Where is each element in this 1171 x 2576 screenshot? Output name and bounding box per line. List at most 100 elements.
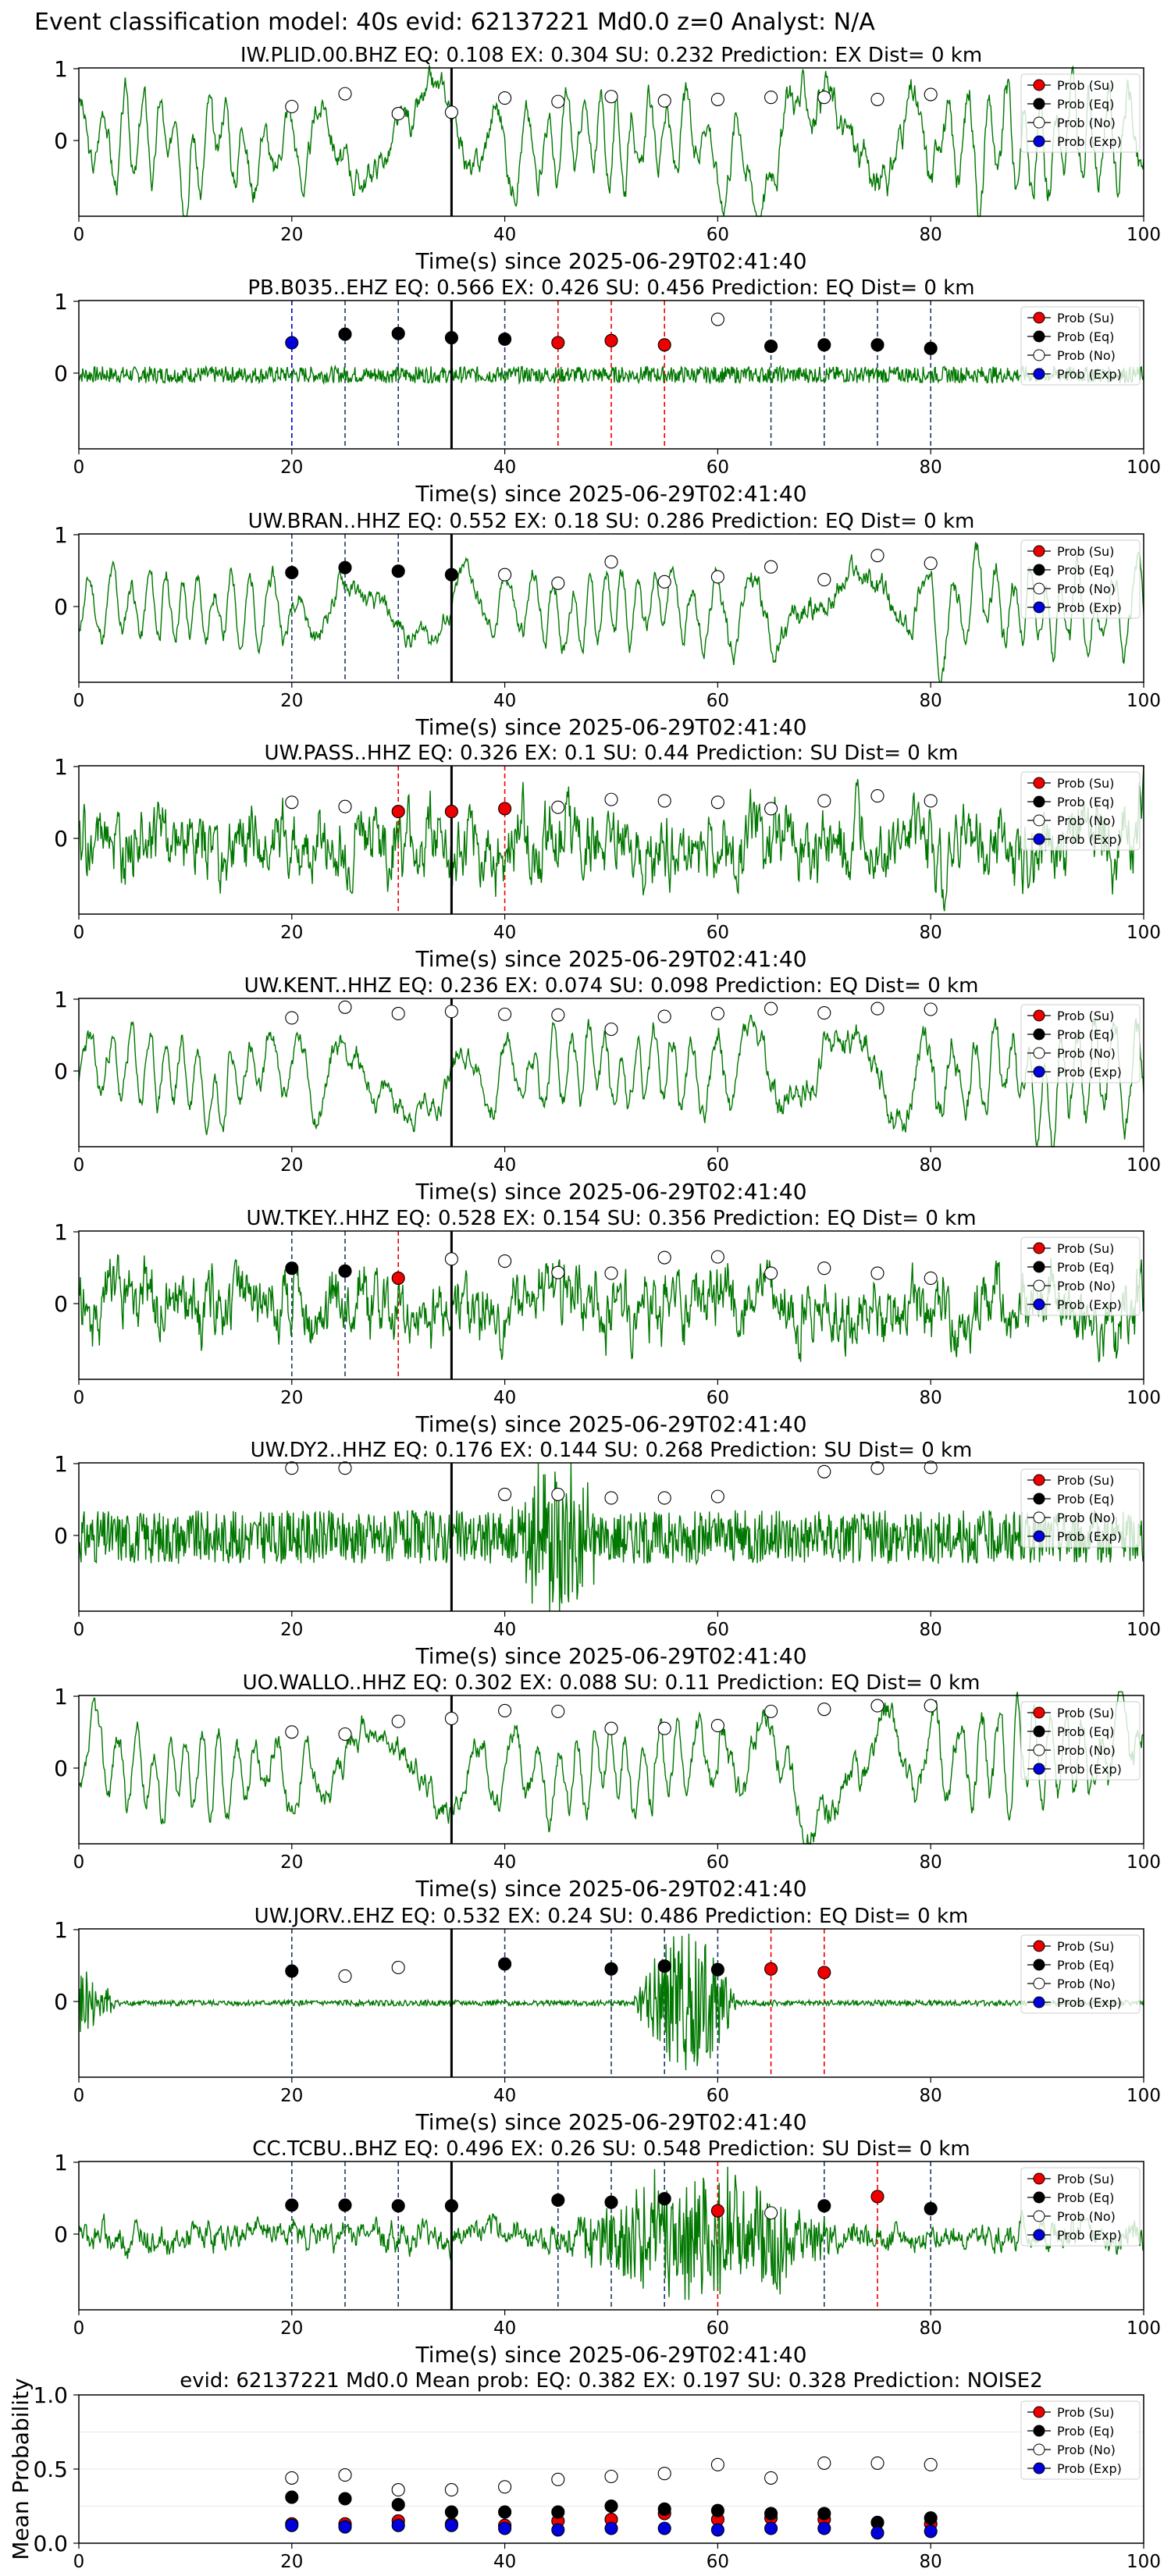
probability-point xyxy=(285,565,299,580)
x-tick-label: 0 xyxy=(73,2086,85,2106)
legend-label: Prob (No) xyxy=(1057,348,1116,363)
legend-marker xyxy=(1033,814,1045,827)
probability-point xyxy=(551,1265,565,1279)
x-tick-label: 0 xyxy=(73,1852,85,1873)
legend-marker xyxy=(1033,1261,1045,1273)
x-tick-label: 40 xyxy=(493,2086,516,2106)
legend-box xyxy=(1020,1701,1141,1781)
legend-label: Prob (Eq) xyxy=(1057,1027,1114,1042)
y-tick-label: 0 xyxy=(54,826,68,852)
x-tick-label: 20 xyxy=(280,457,303,478)
probability-point xyxy=(764,1266,778,1280)
probability-point xyxy=(764,1002,778,1016)
x-tick-label: 0 xyxy=(73,2318,85,2339)
x-axis-label: Time(s) since 2025-06-29T02:41:40 xyxy=(415,946,806,972)
legend-label: Prob (Su) xyxy=(1057,1939,1114,1954)
legend-label: Prob (Exp) xyxy=(1057,2228,1122,2243)
legend-marker xyxy=(1033,582,1045,595)
probability-point xyxy=(604,1721,618,1735)
station-panel: UW.JORV..EHZ EQ: 0.532 EX: 0.24 SU: 0.48… xyxy=(54,1905,1161,2135)
probability-point xyxy=(710,795,724,809)
x-tick-label: 40 xyxy=(493,457,516,478)
probability-point xyxy=(924,2201,938,2215)
probability-point xyxy=(498,1487,512,1501)
probability-point xyxy=(604,792,618,806)
legend-marker xyxy=(1033,1009,1045,1022)
x-tick-label: 40 xyxy=(493,923,516,943)
x-tick-label: 60 xyxy=(707,923,729,943)
mean-probability-point xyxy=(391,2518,405,2532)
panel-title: PB.B035..EHZ EQ: 0.566 EX: 0.426 SU: 0.4… xyxy=(247,276,974,300)
probability-point xyxy=(657,575,671,589)
mean-probability-point xyxy=(285,2471,299,2485)
station-panel: UW.KENT..HHZ EQ: 0.236 EX: 0.074 SU: 0.0… xyxy=(54,974,1161,1204)
axes-frame xyxy=(78,533,1144,683)
y-tick-label: 0 xyxy=(54,1756,68,1781)
x-tick-label: 60 xyxy=(707,1155,729,1176)
probability-point xyxy=(498,1703,512,1718)
legend-label: Prob (Su) xyxy=(1057,2172,1114,2186)
legend-marker xyxy=(1033,2425,1045,2437)
seismic-waveform xyxy=(78,65,1144,217)
probability-point xyxy=(285,1261,299,1276)
probability-point xyxy=(817,2199,831,2213)
x-tick-label: 60 xyxy=(707,1852,729,1873)
probability-point xyxy=(604,1491,618,1505)
legend-box xyxy=(1020,539,1141,619)
x-tick-label: 100 xyxy=(1127,1388,1161,1408)
probability-point xyxy=(498,1957,512,1971)
mean-probability-point xyxy=(870,2456,884,2470)
probability-point xyxy=(817,1966,831,1980)
mean-probability-point xyxy=(764,2507,778,2521)
probability-point xyxy=(604,1266,618,1280)
legend-label: Prob (Exp) xyxy=(1057,367,1122,382)
x-tick-label: 0 xyxy=(73,457,85,478)
probability-point xyxy=(924,794,938,808)
legend-marker xyxy=(1033,1977,1045,1990)
mean-probability-point xyxy=(444,2505,458,2519)
x-tick-label: 100 xyxy=(1127,2318,1161,2339)
probability-point xyxy=(444,805,458,819)
station-panel: IW.PLID.00.BHZ EQ: 0.108 EX: 0.304 SU: 0… xyxy=(54,44,1161,274)
legend-label: Prob (Exp) xyxy=(1057,1529,1122,1544)
x-tick-label: 0 xyxy=(73,1620,85,1640)
probability-point xyxy=(498,91,512,105)
probability-point xyxy=(764,1962,778,1976)
legend-marker xyxy=(1033,2462,1045,2475)
probability-point xyxy=(391,1714,405,1728)
probability-point xyxy=(444,1005,458,1019)
axes-frame xyxy=(78,765,1144,915)
legend-marker xyxy=(1033,601,1045,614)
y-tick-label: 0 xyxy=(54,594,68,620)
panel-title: UW.DY2..HHZ EQ: 0.176 EX: 0.144 SU: 0.26… xyxy=(251,1439,973,1462)
legend-label: Prob (Exp) xyxy=(1057,1762,1122,1777)
mean-probability-point xyxy=(657,2521,671,2535)
y-tick-label: 1 xyxy=(54,754,68,780)
x-tick-label: 100 xyxy=(1127,691,1161,711)
mean-probability-point xyxy=(604,2499,618,2514)
mean-probability-point xyxy=(551,2505,565,2519)
probability-point xyxy=(764,1704,778,1718)
probability-point xyxy=(444,331,458,345)
y-tick-label: 0 xyxy=(54,2222,68,2247)
y-tick-label: 1 xyxy=(54,1219,68,1245)
probability-point xyxy=(764,560,778,574)
legend-marker xyxy=(1033,2172,1045,2185)
probability-point xyxy=(870,789,884,803)
x-tick-label: 80 xyxy=(920,2086,942,2106)
probability-point xyxy=(657,2192,671,2206)
probability-point xyxy=(604,333,618,347)
x-tick-label: 80 xyxy=(920,1620,942,1640)
probability-point xyxy=(710,312,724,326)
y-tick-label: 0 xyxy=(54,1523,68,1549)
probability-point xyxy=(657,1251,671,1265)
x-axis-label: Time(s) since 2025-06-29T02:41:40 xyxy=(415,714,806,740)
y-tick-label: 1 xyxy=(54,56,68,82)
legend-label: Prob (No) xyxy=(1057,1976,1116,1991)
axes-frame xyxy=(78,2161,1144,2311)
panel-title: UW.PASS..HHZ EQ: 0.326 EX: 0.1 SU: 0.44 … xyxy=(265,742,959,765)
legend-label: Prob (No) xyxy=(1057,2443,1116,2457)
probability-point xyxy=(924,87,938,101)
legend-marker xyxy=(1033,795,1045,808)
probability-point xyxy=(817,1703,831,1717)
